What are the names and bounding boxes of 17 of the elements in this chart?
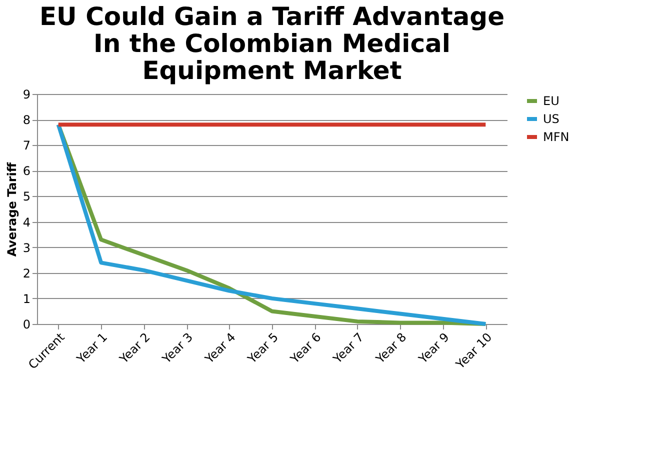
legend-label: MFN bbox=[543, 130, 570, 144]
y-tick-label: 8 bbox=[22, 113, 30, 128]
y-tick-label: 7 bbox=[22, 138, 30, 153]
text: Equipment Market bbox=[142, 56, 402, 85]
y-tick-label: 2 bbox=[22, 266, 30, 280]
y-tick-label: 5 bbox=[22, 190, 30, 204]
legend-label: US bbox=[543, 112, 560, 126]
y-tick-label: 0 bbox=[22, 318, 30, 332]
y-tick-label: 4 bbox=[22, 215, 30, 230]
text: EU Could Gain a Tariff Advantage bbox=[39, 2, 505, 31]
y-tick-label: 6 bbox=[22, 164, 30, 178]
y-tick-label: 1 bbox=[22, 292, 30, 306]
y-tick-label: 3 bbox=[22, 240, 30, 255]
text: In the Colombian Medical bbox=[94, 29, 450, 58]
y-axis-title: Average Tariff bbox=[4, 162, 19, 257]
y-tick-label: 9 bbox=[22, 88, 30, 102]
legend-label: EU bbox=[543, 94, 560, 108]
